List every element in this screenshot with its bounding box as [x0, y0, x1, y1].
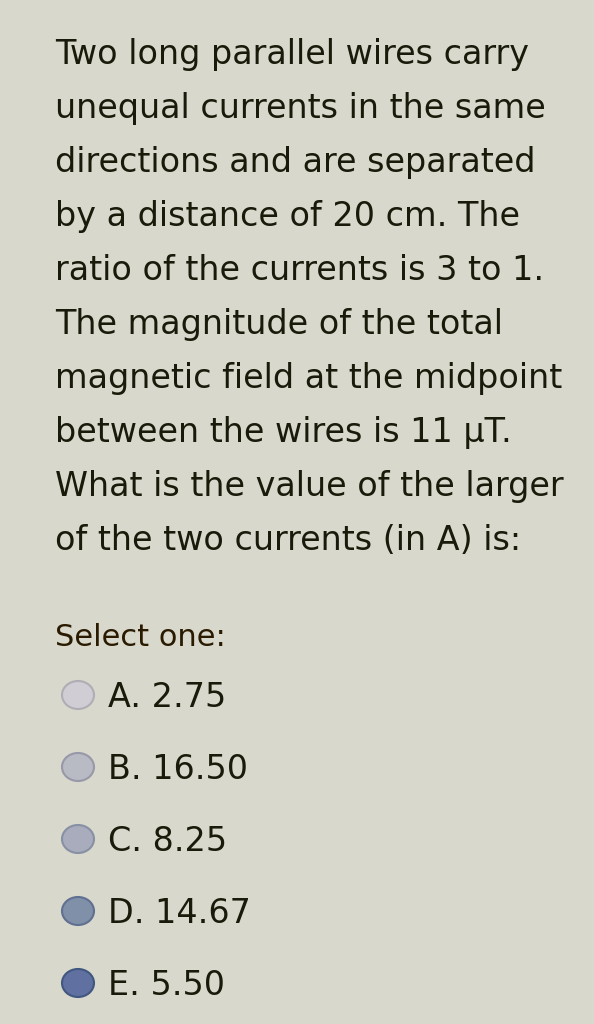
Text: between the wires is 11 μT.: between the wires is 11 μT. [55, 416, 512, 449]
Text: The magnitude of the total: The magnitude of the total [55, 308, 503, 341]
Text: What is the value of the larger: What is the value of the larger [55, 470, 564, 503]
Text: C. 8.25: C. 8.25 [108, 825, 227, 858]
Text: ratio of the currents is 3 to 1.: ratio of the currents is 3 to 1. [55, 254, 544, 287]
Text: unequal currents in the same: unequal currents in the same [55, 92, 546, 125]
Ellipse shape [62, 681, 94, 709]
Text: directions and are separated: directions and are separated [55, 146, 536, 179]
Text: of the two currents (in A) is:: of the two currents (in A) is: [55, 524, 521, 557]
Ellipse shape [62, 897, 94, 925]
Text: magnetic field at the midpoint: magnetic field at the midpoint [55, 362, 563, 395]
Text: D. 14.67: D. 14.67 [108, 897, 251, 930]
Text: Two long parallel wires carry: Two long parallel wires carry [55, 38, 529, 71]
Text: Select one:: Select one: [55, 623, 226, 652]
Text: B. 16.50: B. 16.50 [108, 753, 248, 786]
Ellipse shape [62, 753, 94, 781]
Text: by a distance of 20 cm. The: by a distance of 20 cm. The [55, 200, 520, 233]
Ellipse shape [62, 969, 94, 997]
Ellipse shape [62, 825, 94, 853]
Text: E. 5.50: E. 5.50 [108, 969, 225, 1002]
Text: A. 2.75: A. 2.75 [108, 681, 226, 714]
